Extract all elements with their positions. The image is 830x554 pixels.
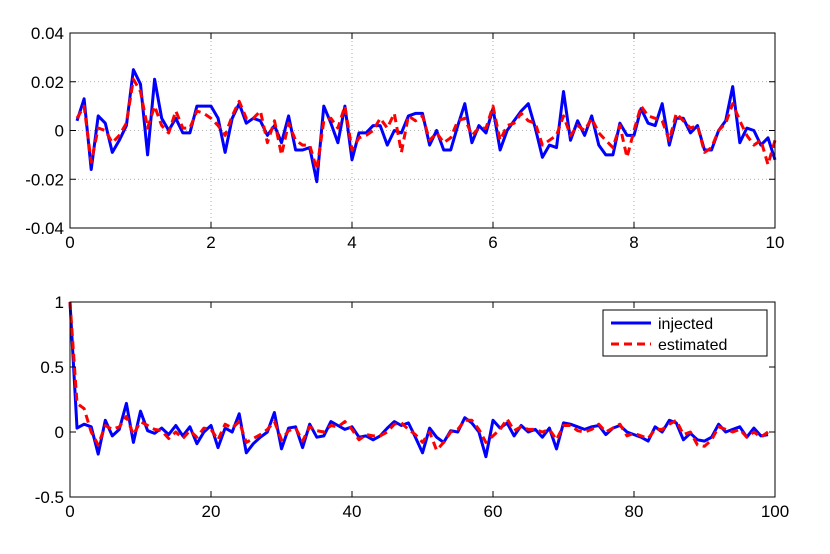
top-plot: 0 2 4 6 8 10 -0.04 -0.02 0 0.02 0.04 (25, 24, 784, 252)
y-tick-label: -0.02 (25, 170, 64, 189)
y-tick-label: 0.04 (31, 24, 64, 43)
x-tick-label: 80 (625, 502, 644, 521)
y-tick-label: 1 (55, 293, 64, 312)
x-tick-label: 40 (343, 502, 362, 521)
x-tick-label: 100 (761, 502, 789, 521)
y-tick-label: -0.04 (25, 219, 64, 238)
x-tick-label: 8 (629, 233, 638, 252)
y-tick-label: 0 (55, 423, 64, 442)
x-tick-label: 60 (484, 502, 503, 521)
axes-box (69, 301, 776, 498)
x-tick-label: 20 (202, 502, 221, 521)
y-tick-label: -0.5 (35, 488, 64, 507)
x-tick-label: 0 (65, 502, 74, 521)
legend-box (602, 309, 768, 357)
y-tick-label: 0 (55, 122, 64, 141)
x-tick-label: 6 (488, 233, 497, 252)
legend-label: estimated (658, 337, 727, 354)
x-tick-label: 10 (766, 233, 785, 252)
y-tick-label: 0.02 (31, 73, 64, 92)
x-tick-label: 0 (65, 233, 74, 252)
x-tick-label: 4 (347, 233, 356, 252)
series-line-estimated (68, 301, 769, 452)
legend-label: injected (658, 316, 713, 333)
series-line-1 (75, 77, 777, 171)
y-tick-label: 0.5 (40, 358, 64, 377)
x-tick-label: 2 (206, 233, 215, 252)
